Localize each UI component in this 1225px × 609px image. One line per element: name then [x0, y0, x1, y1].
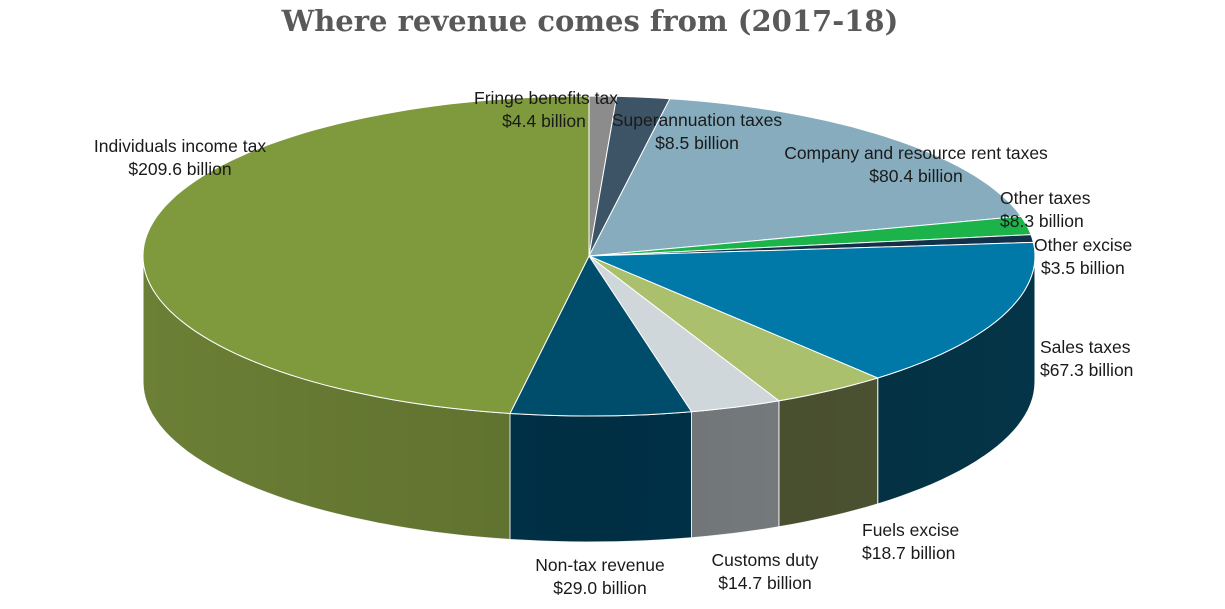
slice-label-fuels-excise: Fuels excise: [862, 520, 959, 540]
slice-label-company-and-resource-rent-taxes: Company and resource rent taxes: [784, 143, 1048, 163]
slice-label-other-taxes: Other taxes: [1000, 188, 1091, 208]
slice-label-customs-duty: Customs duty: [712, 550, 819, 570]
pie-labels: Fringe benefits tax $4.4 billion Superannu…: [94, 88, 1133, 598]
slice-label-other-excise: Other excise: [1034, 235, 1132, 255]
chart-title: Where revenue comes from (2017-18): [281, 4, 899, 38]
slice-value-other-excise: $3.5 billion: [1041, 258, 1125, 278]
slice-label-fringe-benefits-tax: Fringe benefits tax: [474, 88, 618, 108]
slice-value-fringe-benefits-tax: $4.4 billion: [502, 111, 586, 131]
slice-label-sales-taxes: Sales taxes: [1040, 337, 1131, 357]
slice-label-superannuation-taxes: Superannuation taxes: [612, 110, 783, 130]
pie-side-shading: [143, 256, 1035, 542]
pie-top-layer: [142, 95, 1036, 417]
slice-value-sales-taxes: $67.3 billion: [1040, 360, 1133, 380]
pie-slice-individuals-income-tax: [142, 95, 590, 415]
slice-value-company-and-resource-rent-taxes: $80.4 billion: [869, 166, 962, 186]
slice-label-individuals-income-tax: Individuals income tax: [94, 136, 266, 156]
slice-label-non-tax-revenue: Non-tax revenue: [535, 555, 664, 575]
pie-slice-customs-duty: [588, 255, 781, 413]
pie-slice-fuels-excise: [588, 255, 880, 402]
pie-slice-sales-taxes: [588, 241, 1036, 379]
pie-side-layer: [142, 255, 1036, 543]
slice-value-superannuation-taxes: $8.5 billion: [655, 133, 739, 153]
slice-value-fuels-excise: $18.7 billion: [862, 543, 955, 563]
slice-value-other-taxes: $8.3 billion: [1000, 211, 1084, 231]
pie-slice-non-tax-revenue: [509, 255, 693, 417]
slice-value-individuals-income-tax: $209.6 billion: [128, 159, 231, 179]
pie-slice-company-and-resource-rent-taxes: [588, 98, 1022, 257]
slice-value-customs-duty: $14.7 billion: [718, 573, 811, 593]
slice-value-non-tax-revenue: $29.0 billion: [553, 578, 646, 598]
